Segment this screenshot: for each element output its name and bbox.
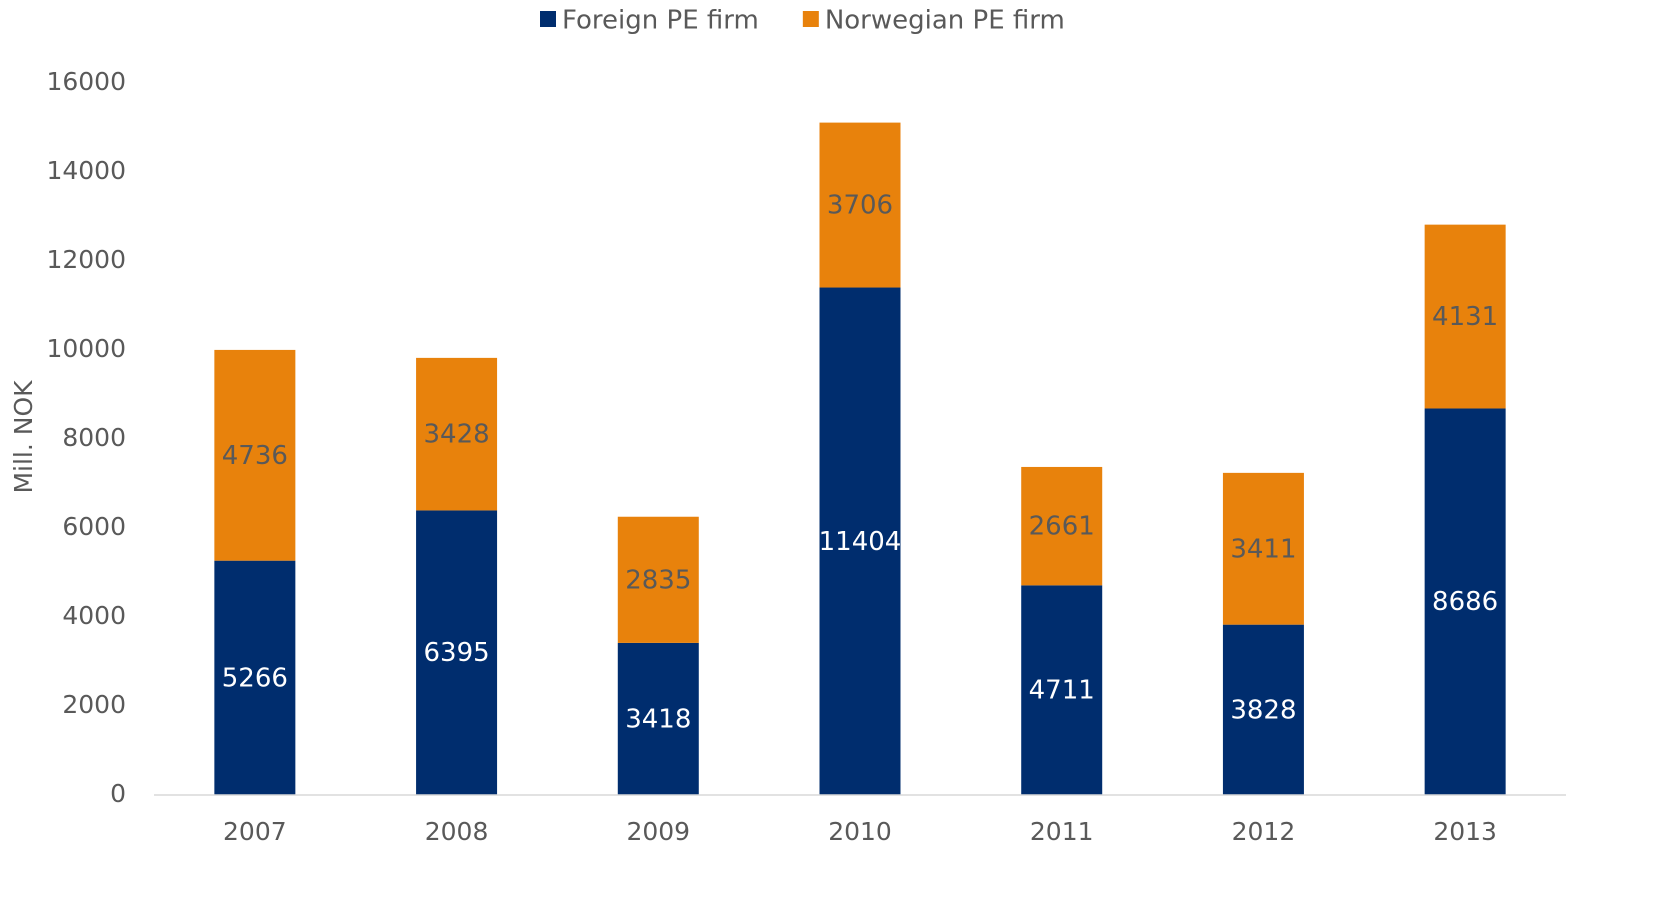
bar-segment	[1424, 224, 1506, 409]
bar-segment	[1222, 624, 1304, 795]
data-label: 8686	[1432, 587, 1498, 617]
bar-segment	[214, 560, 296, 795]
y-tick-label: 2000	[62, 690, 126, 719]
bar-segment	[214, 349, 296, 561]
y-tick-label: 10000	[46, 334, 126, 363]
bar-segment	[1021, 466, 1103, 586]
data-label: 4711	[1029, 676, 1095, 706]
x-tick-label: 2008	[425, 817, 489, 846]
legend-swatch	[802, 11, 819, 27]
y-tick-label: 4000	[62, 601, 126, 630]
x-tick-label: 2012	[1232, 817, 1296, 846]
bar-segment	[1021, 585, 1103, 795]
bar-segment	[1424, 408, 1506, 795]
data-label: 5266	[222, 663, 288, 693]
data-label: 3411	[1230, 534, 1296, 564]
y-tick-label: 14000	[46, 156, 126, 185]
y-tick-label: 12000	[46, 245, 126, 274]
data-label: 3418	[625, 704, 691, 734]
bar-segment	[819, 287, 901, 795]
data-label: 4736	[222, 441, 288, 471]
data-label: 3706	[827, 191, 893, 221]
y-tick-label: 16000	[46, 67, 126, 96]
legend-label: Foreign PE firm	[562, 6, 759, 36]
x-tick-label: 2009	[626, 817, 690, 846]
bar-segment	[819, 122, 901, 288]
data-label: 11404	[819, 527, 902, 557]
legend-swatch	[540, 11, 556, 27]
data-label: 3428	[423, 420, 489, 450]
bar-segment	[617, 516, 699, 643]
x-tick-label: 2013	[1433, 817, 1497, 846]
y-tick-label: 6000	[62, 512, 126, 541]
data-label: 6395	[423, 638, 489, 668]
x-tick-label: 2007	[223, 817, 287, 846]
x-tick-label: 2011	[1030, 817, 1094, 846]
bar-segment	[416, 510, 498, 795]
data-label: 2661	[1029, 512, 1095, 542]
bar-segment	[1222, 472, 1304, 625]
data-label: 2835	[625, 565, 691, 595]
y-tick-label: 0	[110, 779, 126, 808]
y-axis-label: Mill. NOK	[9, 380, 38, 494]
data-label: 4131	[1432, 302, 1498, 332]
x-tick-label: 2010	[828, 817, 892, 846]
bar-segment	[416, 357, 498, 511]
legend-label: Norwegian PE firm	[825, 6, 1065, 36]
bar-segment	[617, 642, 699, 795]
data-label: 3828	[1230, 695, 1296, 725]
y-tick-label: 8000	[62, 423, 126, 452]
